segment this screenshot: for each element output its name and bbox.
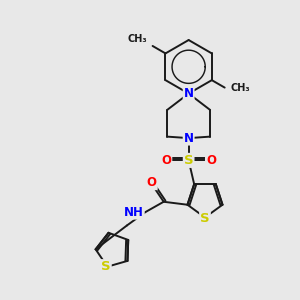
- Text: O: O: [161, 154, 171, 167]
- Text: N: N: [184, 87, 194, 100]
- Text: S: S: [101, 260, 111, 273]
- Text: O: O: [206, 154, 216, 167]
- Text: NH: NH: [124, 206, 144, 219]
- Text: O: O: [147, 176, 157, 189]
- Text: N: N: [184, 132, 194, 145]
- Text: S: S: [200, 212, 210, 225]
- Text: CH₃: CH₃: [230, 82, 250, 93]
- Text: CH₃: CH₃: [128, 34, 147, 44]
- Text: S: S: [184, 154, 194, 167]
